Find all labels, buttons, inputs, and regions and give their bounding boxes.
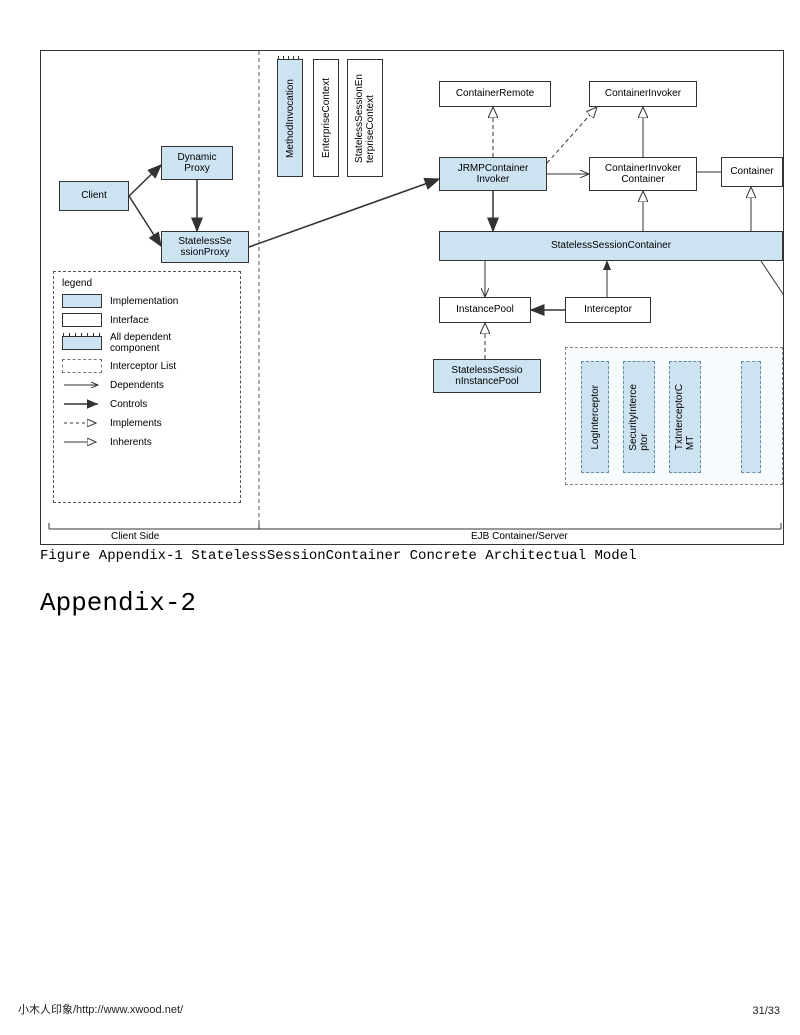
section-client: Client Side	[111, 531, 159, 542]
legend-implements: Implements	[110, 418, 162, 429]
node-slenterprise-context: StatelessSessionEn terpriseContext	[347, 59, 383, 177]
footer-left: 小木人印象/http://www.xwood.net/	[18, 1001, 183, 1017]
node-tx-interceptor: TxInterceptorC MT	[669, 361, 701, 473]
node-sl-instance-pool: StatelessSessio nInstancePool	[433, 359, 541, 393]
legend-implementation: Implementation	[110, 296, 178, 307]
node-client: Client	[59, 181, 129, 211]
legend-box: legend Implementation Interface All depe…	[53, 271, 241, 503]
legend-controls: Controls	[110, 399, 147, 410]
node-container-remote: ContainerRemote	[439, 81, 551, 107]
legend-interface: Interface	[110, 315, 149, 326]
section-server: EJB Container/Server	[471, 531, 568, 542]
node-dynamic-proxy: Dynamic Proxy	[161, 146, 233, 180]
legend-ilist: Interceptor List	[110, 361, 176, 372]
figure-caption: Figure Appendix-1 StatelessSessionContai…	[40, 548, 637, 564]
node-sl-container: StatelessSessionContainer	[439, 231, 783, 261]
node-enterprise-context: EnterpriseContext	[313, 59, 339, 177]
legend-dependents: Dependents	[110, 380, 164, 391]
node-container-invoker: ContainerInvoker	[589, 81, 697, 107]
node-log-interceptor: LogInterceptor	[581, 361, 609, 473]
node-security-interceptor: SecurityInterce ptor	[623, 361, 655, 473]
footer-right: 31/33	[752, 1005, 780, 1017]
legend-inherents: Inherents	[110, 437, 152, 448]
appendix-heading: Appendix-2	[40, 588, 196, 618]
node-extra-interceptor	[741, 361, 761, 473]
legend-alldep: All dependent component	[110, 332, 171, 354]
legend-title: legend	[62, 278, 232, 289]
node-instance-pool: InstancePool	[439, 297, 531, 323]
node-stateless-proxy: StatelessSe ssionProxy	[161, 231, 249, 263]
node-interceptor: Interceptor	[565, 297, 651, 323]
node-cinvcont: ContainerInvoker Container	[589, 157, 697, 191]
node-jrmp: JRMPContainer Invoker	[439, 157, 547, 191]
node-method-invocation: MethodInvocation	[277, 59, 303, 177]
diagram-frame: Client Dynamic Proxy StatelessSe ssionPr…	[40, 50, 784, 545]
node-container: Container	[721, 157, 783, 187]
